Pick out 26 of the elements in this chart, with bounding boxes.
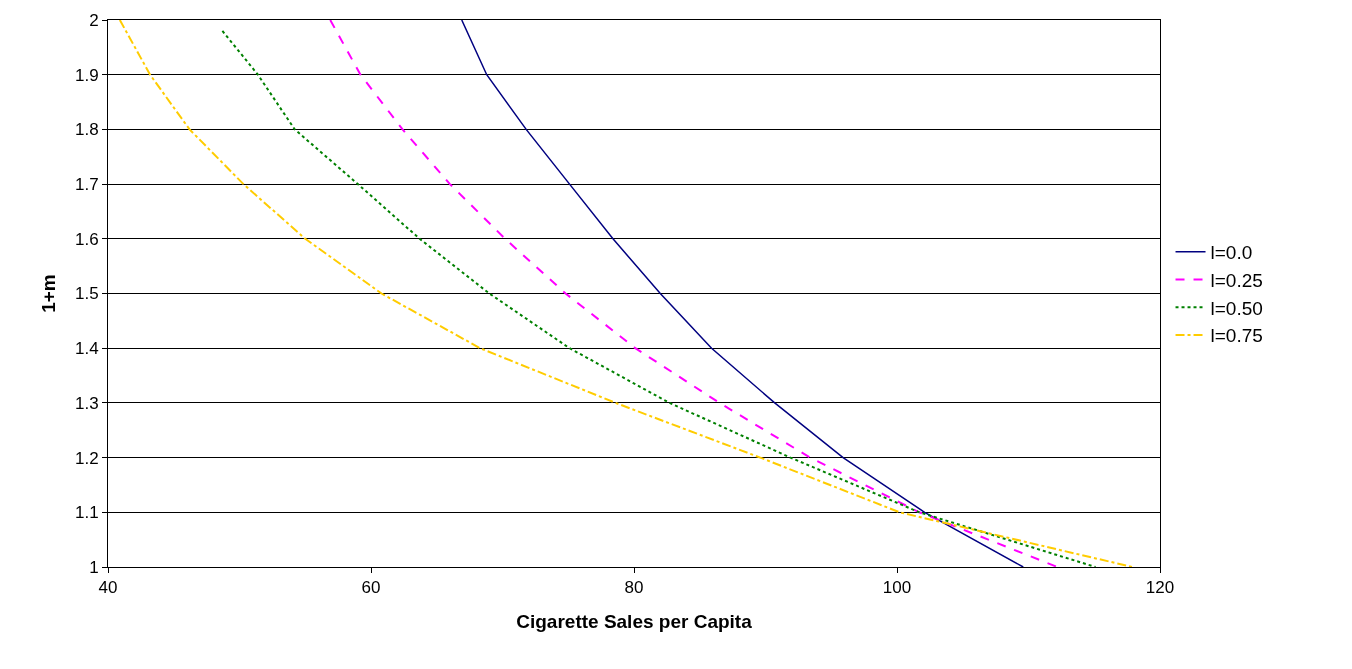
y-tick-label: 1.3 (74, 393, 99, 413)
y-tick-label: 1.1 (74, 503, 99, 523)
y-tick-label: 1.8 (74, 120, 99, 140)
y-tick-label: 1.9 (74, 65, 99, 85)
y-axis-title: 1+m (37, 274, 59, 313)
legend-label: l=0.50 (1210, 297, 1263, 319)
x-tick-label: 40 (98, 578, 118, 598)
line-series (118, 20, 1134, 567)
y-tick-label: 1.6 (74, 229, 99, 249)
y-tick-label: 1.7 (74, 175, 99, 195)
y-tick-label: 2 (89, 10, 99, 30)
x-tick-label: 60 (361, 578, 381, 598)
line-series (460, 20, 1024, 567)
y-tick-label: 1 (89, 557, 99, 577)
line-series (221, 29, 1097, 567)
x-tick-label: 120 (1145, 578, 1175, 598)
legend-label: l=0.0 (1210, 242, 1253, 264)
line-series (329, 20, 1059, 567)
y-tick-label: 1.2 (74, 448, 99, 468)
x-tick-label: 100 (882, 578, 912, 598)
x-tick-label: 80 (624, 578, 644, 598)
y-tick-label: 1.4 (74, 339, 99, 359)
x-axis-title: Cigarette Sales per Capita (516, 611, 753, 633)
legend-label: l=0.75 (1210, 325, 1263, 347)
legend-label: l=0.25 (1210, 269, 1263, 291)
y-tick-label: 1.5 (74, 284, 99, 304)
